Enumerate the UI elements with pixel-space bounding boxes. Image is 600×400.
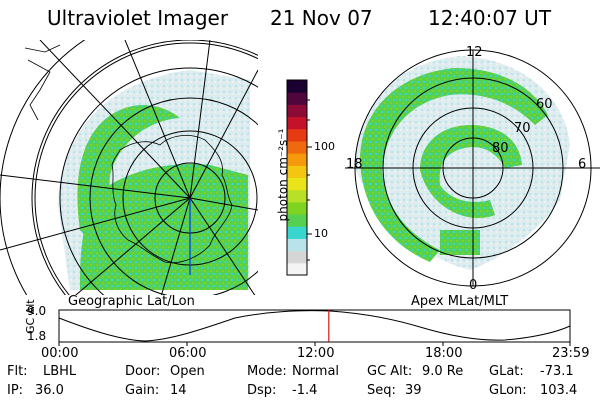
- mode-value: Normal: [292, 364, 340, 379]
- colorbar-segment: [287, 189, 307, 203]
- ip-label: IP:: [7, 383, 24, 398]
- mlat-label-80: 80: [492, 141, 509, 156]
- header-date: 21 Nov 07: [270, 6, 373, 30]
- colorbar-segment: [287, 153, 307, 166]
- gain-label: Gain:: [125, 383, 160, 398]
- mlt-label-12: 12: [466, 45, 483, 60]
- colorbar-segment: [287, 262, 307, 276]
- coastline: [111, 135, 233, 264]
- colorbar-segment: [287, 140, 307, 154]
- colorbar-segment: [287, 214, 307, 227]
- colorbar-segment: [287, 92, 307, 105]
- colorbar-segment: [287, 80, 307, 93]
- glat-value: -73.1: [540, 364, 574, 379]
- ip-value: 36.0: [35, 383, 64, 398]
- glon-label: GLon:: [489, 383, 527, 398]
- door-value: Open: [170, 364, 205, 379]
- colorbar-segment: [287, 250, 307, 264]
- glat-label: GLat:: [489, 364, 524, 379]
- time-tick-0000: 00:00: [41, 346, 79, 361]
- time-tick-1200: 12:00: [297, 346, 335, 361]
- mlt-label-18: 18: [346, 157, 363, 172]
- colorbar-segment: [287, 116, 307, 130]
- mlat-label-70: 70: [514, 121, 531, 136]
- gcalt-value: 9.0 Re: [422, 364, 464, 379]
- colorbar-segment: [287, 128, 307, 142]
- time-tick-1800: 18:00: [425, 346, 463, 361]
- filter-label: Flt:: [7, 364, 28, 379]
- seq-label: Seq:: [367, 383, 396, 398]
- door-label: Door:: [125, 364, 161, 379]
- apex-oval-inner: [420, 125, 522, 218]
- colorbar-segment: [287, 104, 307, 118]
- geographic-caption: Geographic Lat/Lon: [68, 294, 195, 309]
- coastline-north: [24, 44, 61, 121]
- gain-value: 14: [170, 383, 187, 398]
- altitude-curve: [58, 310, 571, 342]
- instrument-title: Ultraviolet Imager: [47, 6, 229, 30]
- colorbar-tick-10: 10: [314, 227, 328, 240]
- seq-value: 39: [405, 383, 422, 398]
- dsp-label: Dsp:: [247, 383, 277, 398]
- colorbar-tick-100: 100: [314, 140, 335, 153]
- gcalt-label: GC Alt:: [367, 364, 413, 379]
- mlt-label-6: 6: [578, 157, 587, 172]
- colorbar-segment: [287, 201, 307, 215]
- aurora-emission-main: [80, 164, 248, 290]
- mode-label: Mode:: [247, 364, 287, 379]
- mlat-label-60: 60: [536, 97, 553, 112]
- mlt-label-0: 0: [469, 278, 478, 293]
- colorbar-segment: [287, 238, 307, 252]
- glon-value: 103.4: [540, 383, 578, 398]
- altitude-tick-min: 1.8: [27, 329, 47, 343]
- apex-caption: Apex MLat/MLT: [411, 294, 509, 309]
- dsp-value: -1.4: [292, 383, 318, 398]
- colorbar-segment: [287, 177, 307, 191]
- colorbar-segment: [287, 226, 307, 239]
- colorbar-segment: [287, 165, 307, 178]
- time-tick-0600: 06:00: [169, 346, 207, 361]
- time-tick-2359: 23:59: [552, 346, 590, 361]
- filter-value: LBHL: [43, 364, 77, 379]
- altitude-tick-max: 9.0: [27, 304, 47, 318]
- header-time: 12:40:07 UT: [428, 6, 552, 30]
